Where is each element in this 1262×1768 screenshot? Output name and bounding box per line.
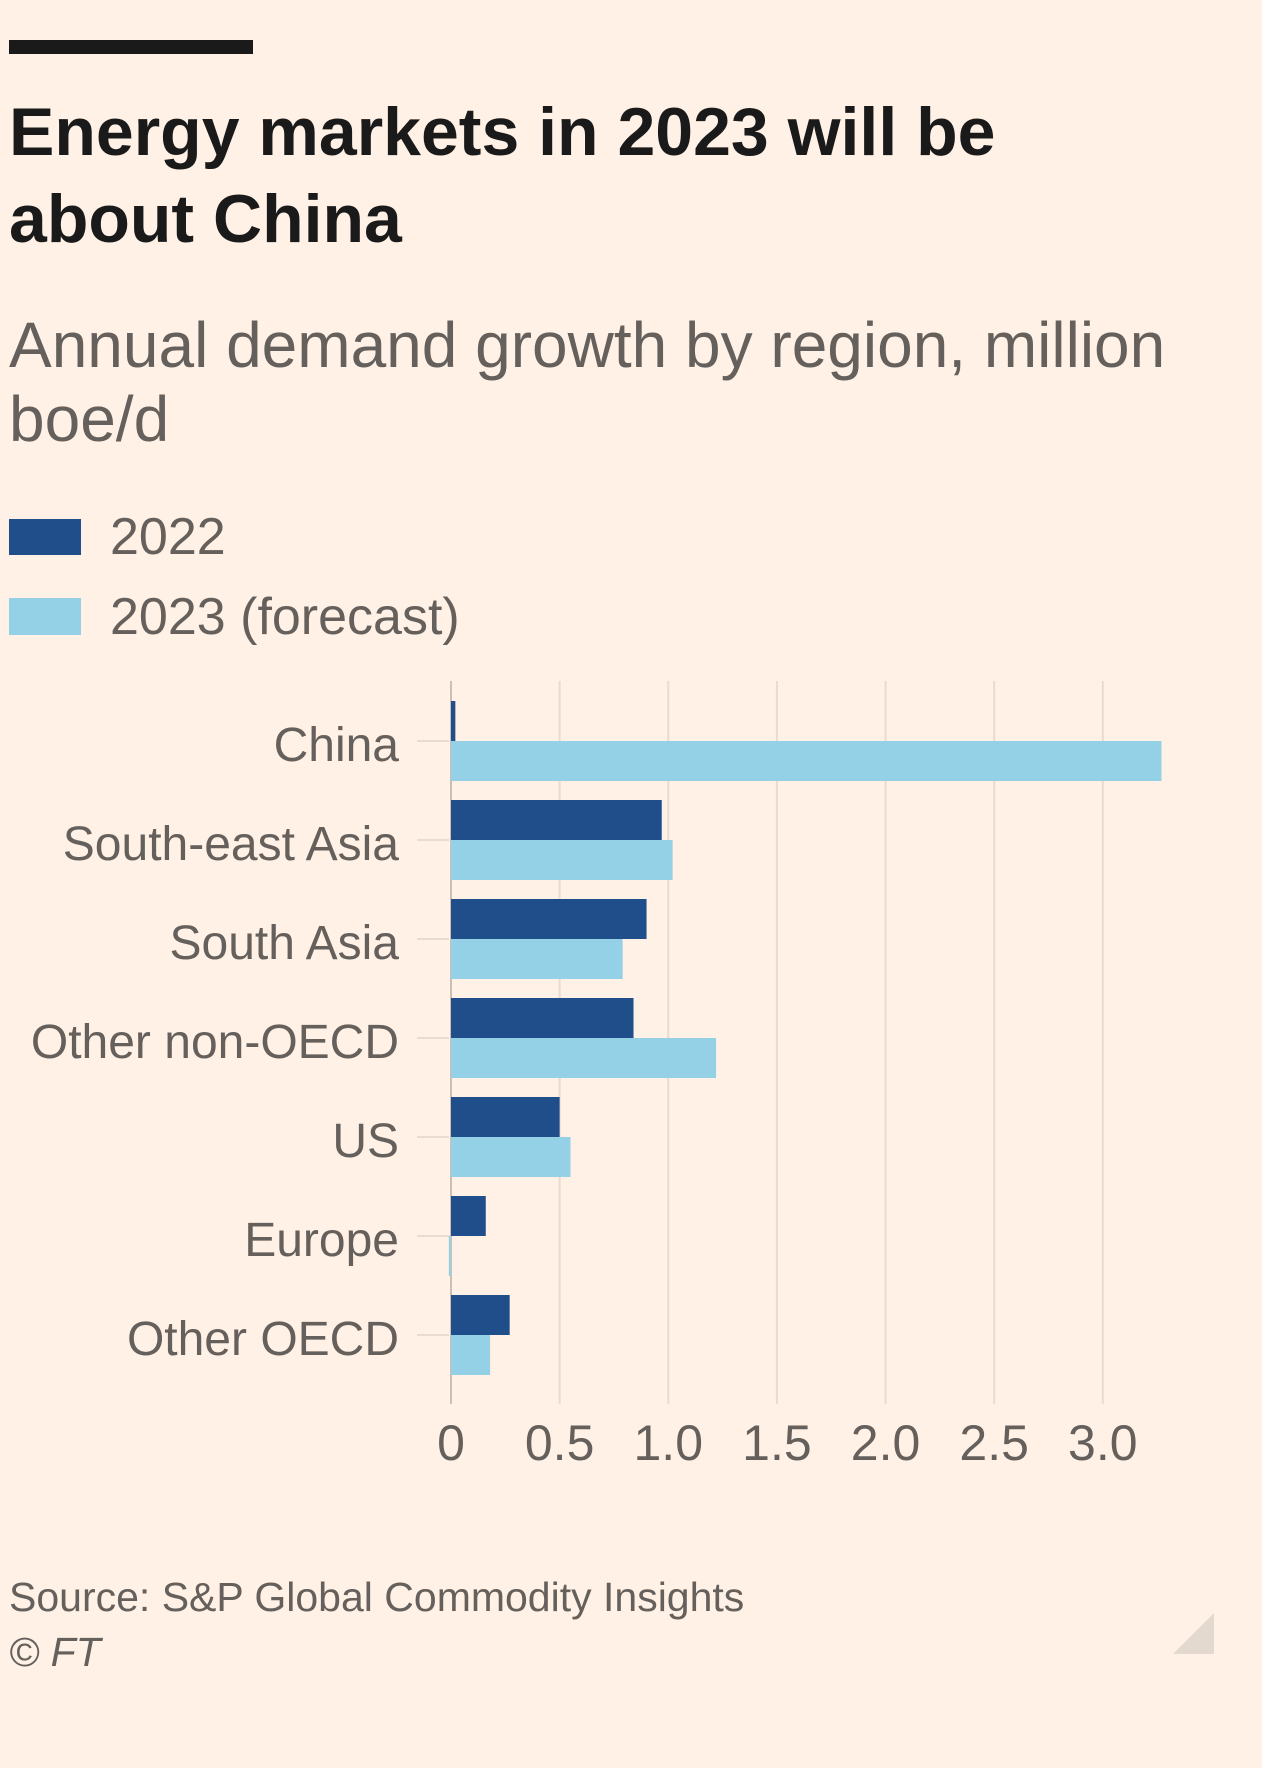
x-tick-label: 1.5 [742,1415,812,1470]
y-category-label: Other non-OECD [31,1016,399,1069]
bar-2023-forecast-europe [448,1236,451,1276]
copyright-note: © FT [9,1629,101,1675]
bar-2023-forecast-other-oecd [451,1335,491,1375]
x-tick-label: 1.0 [634,1415,704,1470]
legend-item-2023-forecast: 2023 (forecast) [9,591,460,643]
x-tick-label: 0 [437,1415,465,1470]
chart-subtitle: Annual demand growth by region, million … [9,309,1166,455]
y-category-label: US [332,1115,399,1168]
bar-chart: 0 0.5 1.0 1.5 2.0 2.5 3.0 China South-east Asia S… [31,681,1162,1470]
y-category-label: China [274,719,400,772]
legend-swatch-2023-forecast [9,598,81,635]
legend-label: 2023 (forecast) [110,587,460,646]
bar-2022-europe [451,1196,486,1236]
y-category-label: Europe [244,1214,399,1267]
bar-2023-forecast-us [451,1137,571,1177]
x-tick-label: 3.0 [1068,1415,1138,1470]
source-note: Source: S&P Global Commodity Insights [9,1574,745,1620]
bar-2023-forecast-south-asia [451,939,623,979]
bar-2023-forecast-other-non-oecd [451,1038,717,1078]
y-category-label: Other OECD [127,1313,399,1366]
bar-2023-forecast-china [451,741,1162,781]
title-rule [9,40,253,54]
x-tick-label: 0.5 [525,1415,595,1470]
bar-2022-us [451,1097,560,1137]
y-category-label: South-east Asia [63,818,400,871]
bar-2022-south-asia [451,899,647,939]
bar-2022-south-east-asia [451,800,662,840]
corner-triangle-icon [1173,1613,1214,1654]
bar-2022-other-non-oecd [451,998,634,1038]
chart-title: Energy markets in 2023 will be about Chi… [9,94,996,257]
y-category-label: South Asia [170,917,400,970]
bar-2022-china [451,701,456,741]
bar-2023-forecast-south-east-asia [451,840,673,880]
legend-item-2022: 2022 [9,511,226,563]
legend-label: 2022 [110,508,226,566]
bar-2022-other-oecd [451,1295,510,1335]
legend-swatch-2022 [9,519,81,555]
x-tick-label: 2.0 [851,1415,921,1470]
x-tick-label: 2.5 [959,1415,1029,1470]
